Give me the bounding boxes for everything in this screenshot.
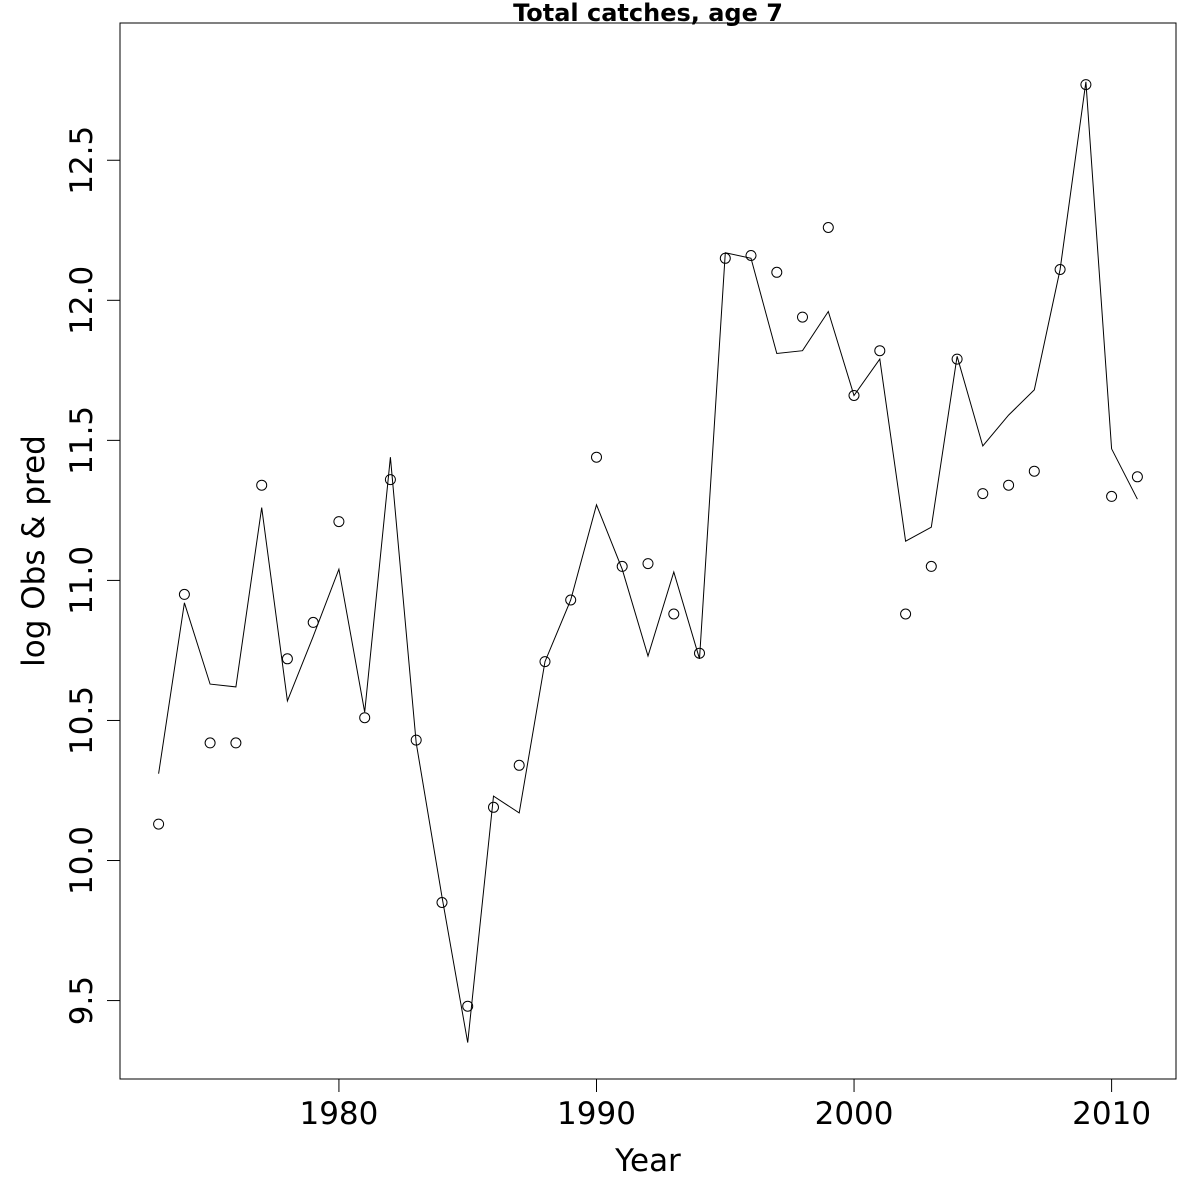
observed-point — [925, 560, 937, 572]
observed-point — [462, 1000, 474, 1012]
observed-point — [616, 560, 628, 572]
observed-point — [977, 488, 989, 500]
observed-point — [1131, 471, 1143, 483]
x-tick-label: 2000 — [815, 1096, 894, 1132]
x-tick-label: 1980 — [299, 1096, 378, 1132]
observed-point — [1054, 264, 1066, 275]
y-tick-label: 11.5 — [64, 406, 100, 475]
y-tick-label: 10.0 — [64, 826, 100, 895]
x-axis-label: Year — [614, 1143, 681, 1179]
observed-point — [591, 451, 602, 463]
series-layer — [153, 79, 1143, 1043]
observed-point — [384, 474, 396, 486]
observed-point — [513, 759, 525, 771]
observed-point — [642, 558, 654, 570]
predicted-line — [158, 81, 1138, 1043]
observed-point — [153, 818, 165, 830]
y-tick-label: 12.0 — [64, 266, 100, 335]
y-tick-label: 11.0 — [64, 546, 100, 615]
observed-point — [951, 353, 963, 365]
observed-point — [1003, 479, 1015, 491]
observed-point — [256, 479, 268, 491]
observed-point — [745, 250, 757, 261]
observed-point — [848, 390, 860, 401]
observed-point — [178, 588, 190, 600]
observed-point — [771, 266, 783, 278]
observed-point — [204, 737, 216, 749]
observed-point — [822, 222, 834, 233]
x-tick-label: 1990 — [557, 1096, 636, 1132]
observed-point — [900, 608, 912, 620]
observed-point — [539, 656, 551, 668]
y-tick-label: 9.5 — [64, 976, 100, 1025]
observed-point — [281, 653, 293, 665]
observed-point — [797, 311, 808, 323]
observed-point — [1028, 465, 1040, 477]
x-axis: 1980 1990 2000 2010 — [299, 1079, 1151, 1132]
y-tick-label: 12.5 — [64, 126, 100, 195]
observed-point — [565, 594, 577, 606]
observed-point — [1080, 79, 1092, 91]
observed-point — [1106, 490, 1118, 502]
plot-frame — [119, 22, 1177, 1080]
observed-point — [333, 516, 345, 528]
observed-point — [230, 737, 242, 749]
y-axis: 9.5 10.0 10.5 11.0 11.5 12.0 12.5 — [64, 126, 120, 1025]
y-axis-label: log Obs & pred — [16, 435, 52, 667]
observed-point — [874, 345, 886, 357]
observed-point — [488, 801, 499, 813]
observed-point — [668, 608, 680, 620]
observed-point — [359, 712, 371, 724]
x-tick-label: 2010 — [1072, 1096, 1151, 1132]
y-tick-label: 10.5 — [64, 686, 100, 755]
